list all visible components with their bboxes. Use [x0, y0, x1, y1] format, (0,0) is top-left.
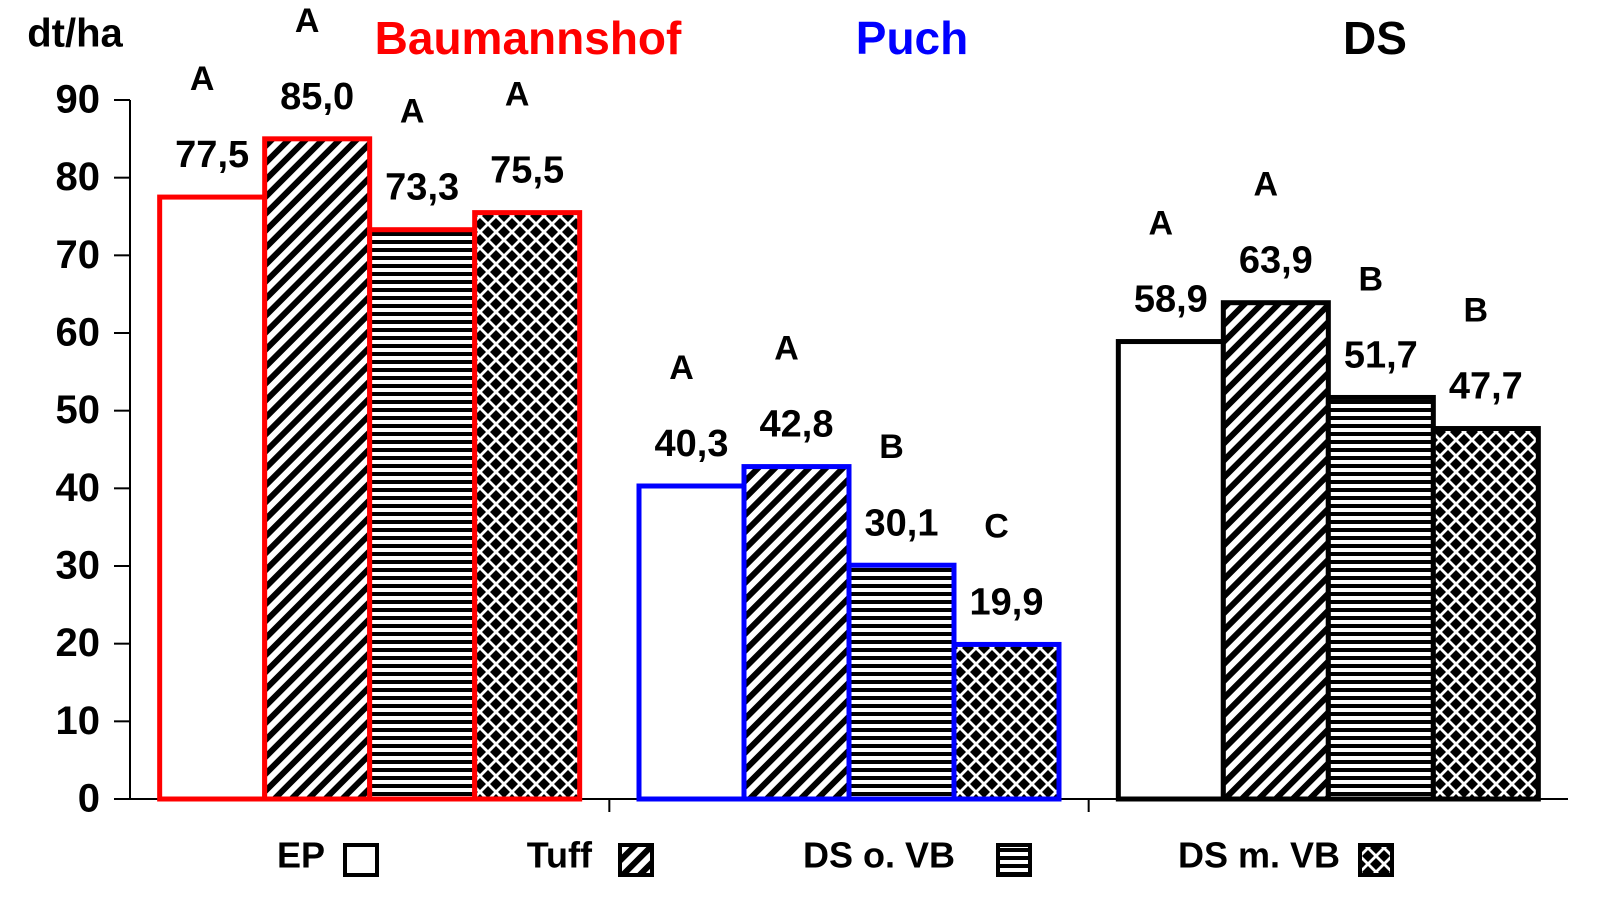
significance-letter: A [774, 330, 799, 368]
y-tick-label: 20 [56, 621, 101, 665]
legend-label: Tuff [527, 835, 593, 876]
y-tick-label: 90 [56, 78, 101, 122]
y-tick-label: 70 [56, 233, 101, 277]
significance-letter: A [505, 76, 530, 114]
bar [1115, 339, 1226, 802]
value-label: 51,7 [1344, 334, 1418, 376]
bar [636, 483, 747, 802]
y-tick-label: 30 [56, 544, 101, 588]
significance-letter: A [669, 349, 694, 387]
legend-label: EP [277, 835, 325, 876]
significance-letter: A [400, 93, 425, 131]
value-label: 42,8 [760, 404, 834, 446]
legend-label: DS m. VB [1178, 835, 1340, 876]
significance-letter: A [190, 60, 215, 98]
bar [1220, 300, 1331, 802]
significance-letter: A [1254, 166, 1279, 204]
legend-swatch [996, 843, 1032, 877]
value-label: 40,3 [655, 423, 729, 465]
significance-letter: B [879, 428, 904, 466]
bar [846, 562, 957, 802]
legend-swatch [1358, 843, 1394, 877]
bar [472, 210, 583, 802]
group-title: DS [1343, 12, 1407, 64]
value-label: 30,1 [865, 502, 939, 544]
group-title: Puch [856, 12, 968, 64]
significance-letter: B [1464, 292, 1489, 330]
bar [262, 136, 373, 802]
bar [1430, 426, 1541, 802]
significance-letter: A [295, 2, 320, 40]
y-tick-label: 50 [56, 388, 101, 432]
value-label: 77,5 [175, 134, 249, 176]
value-label: 63,9 [1239, 240, 1313, 282]
bar [367, 227, 478, 802]
bar [741, 464, 852, 802]
y-tick-label: 10 [56, 699, 101, 743]
value-label: 75,5 [490, 150, 564, 192]
y-tick-label: 80 [56, 155, 101, 199]
legend-swatch [343, 843, 379, 877]
value-label: 73,3 [385, 167, 459, 209]
y-tick-label: 40 [56, 466, 101, 510]
value-label: 47,7 [1449, 366, 1523, 408]
legend-swatch [618, 843, 654, 877]
value-label: 85,0 [280, 76, 354, 118]
y-tick-label: 60 [56, 311, 101, 355]
value-label: 19,9 [970, 581, 1044, 623]
significance-letter: C [984, 507, 1009, 545]
significance-letter: A [1149, 205, 1174, 243]
significance-letter: B [1359, 260, 1384, 298]
group-title: Baumannshof [375, 12, 682, 64]
value-label: 58,9 [1134, 279, 1208, 321]
bar [951, 641, 1062, 802]
legend-label: DS o. VB [803, 835, 955, 876]
y-axis-label: dt/ha [27, 12, 123, 56]
bar [1325, 394, 1436, 802]
y-tick-label: 0 [78, 777, 100, 821]
bar [157, 194, 268, 802]
